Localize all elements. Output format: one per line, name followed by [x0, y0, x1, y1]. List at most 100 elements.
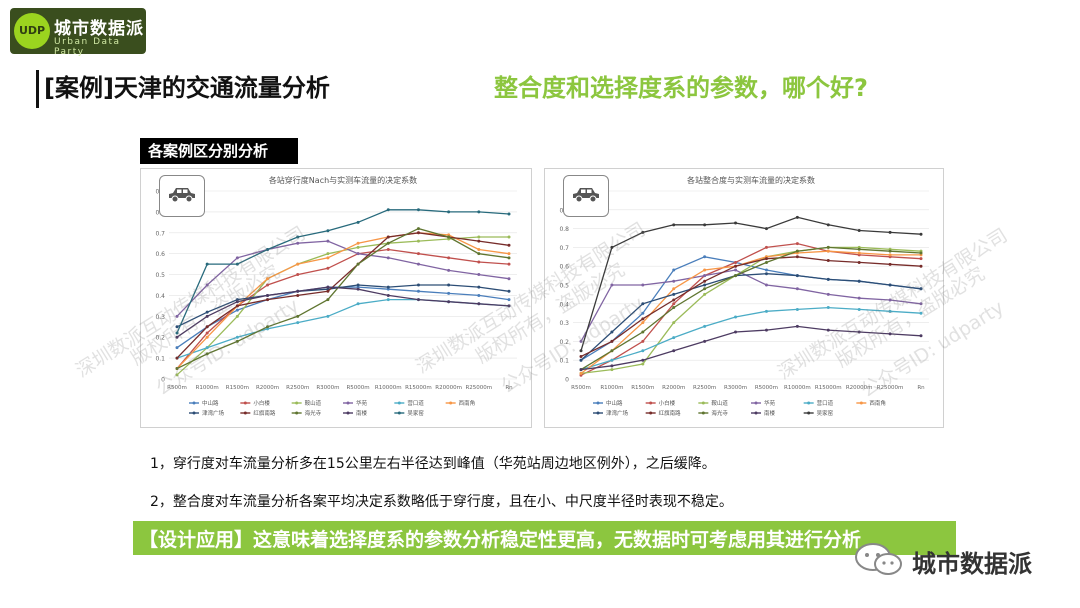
car-icon: [563, 175, 609, 217]
data-point: [507, 243, 511, 247]
data-point: [857, 296, 861, 300]
data-point: [235, 300, 239, 304]
series-line: [176, 227, 510, 370]
data-point: [235, 298, 239, 302]
data-point: [764, 309, 768, 313]
x-tick-label: R1000m: [196, 385, 219, 391]
data-point: [672, 298, 676, 302]
data-point: [416, 252, 420, 256]
legend-label: 鞍山道: [305, 399, 322, 407]
x-tick-label: R2500m: [286, 385, 309, 391]
x-tick-label: R2500m: [693, 385, 716, 391]
data-point: [888, 253, 892, 257]
series-line: [580, 273, 922, 361]
data-point: [919, 232, 923, 236]
data-point: [477, 239, 481, 243]
x-tick-label: R1500m: [226, 385, 249, 391]
data-point: [477, 235, 481, 239]
legend-label: 南楼: [764, 409, 776, 417]
data-point: [672, 268, 676, 272]
slide-question: 整合度和选择度系的参数，哪个好?: [494, 74, 868, 102]
data-point: [703, 287, 707, 291]
data-point: [641, 321, 645, 325]
x-tick-label: R10000m: [375, 385, 402, 391]
brand-subtitle: Urban Data Party: [54, 37, 121, 57]
data-point: [447, 291, 451, 295]
data-point: [795, 274, 799, 278]
data-point: [175, 367, 179, 371]
legend-marker: [859, 401, 863, 405]
data-point: [386, 208, 390, 212]
legend-label: 吴家窑: [817, 409, 834, 417]
data-point: [610, 368, 614, 372]
data-point: [235, 335, 239, 339]
data-point: [477, 293, 481, 297]
data-point: [266, 247, 270, 251]
wechat-account-name: 城市数据派: [912, 550, 1032, 578]
legend-label: 吴家窑: [407, 409, 424, 417]
wechat-icon: [855, 543, 902, 575]
data-point: [641, 302, 645, 306]
data-point: [857, 330, 861, 334]
finding-point-2: 2，整合度对车流量分析各案平均决定系数略低于穿行度，且在小、中尺度半径时表现不稳…: [150, 494, 733, 510]
data-point: [205, 314, 209, 318]
data-point: [888, 332, 892, 336]
data-point: [507, 298, 511, 302]
data-point: [919, 251, 923, 255]
data-point: [386, 287, 390, 291]
data-point: [326, 298, 330, 302]
legend-marker: [596, 401, 600, 405]
legend-label: 小白楼: [659, 399, 676, 407]
data-point: [386, 235, 390, 239]
data-point: [326, 285, 330, 289]
data-point: [888, 283, 892, 287]
data-point: [356, 241, 360, 245]
data-point: [507, 277, 511, 281]
data-point: [326, 252, 330, 256]
legend-marker: [649, 401, 653, 405]
data-point: [888, 249, 892, 253]
data-point: [477, 273, 481, 277]
data-point: [235, 308, 239, 312]
data-point: [857, 260, 861, 264]
data-point: [826, 245, 830, 249]
legend-marker: [295, 411, 299, 415]
data-point: [764, 227, 768, 231]
data-point: [641, 358, 645, 362]
data-point: [205, 283, 209, 287]
data-point: [672, 336, 676, 340]
data-point: [416, 298, 420, 302]
y-tick-label: 0.4: [155, 293, 165, 300]
data-point: [296, 235, 300, 239]
data-point: [235, 256, 239, 260]
series-line: [580, 269, 922, 342]
data-point: [888, 262, 892, 266]
data-point: [919, 287, 923, 291]
y-tick-label: 0.3: [155, 314, 165, 321]
data-point: [235, 304, 239, 308]
data-point: [764, 328, 768, 332]
x-tick-label: R500m: [167, 385, 187, 391]
data-point: [672, 287, 676, 291]
data-point: [734, 274, 738, 278]
data-point: [235, 314, 239, 318]
data-point: [672, 302, 676, 306]
data-point: [266, 283, 270, 287]
data-point: [795, 287, 799, 291]
data-point: [734, 264, 738, 268]
data-point: [672, 321, 676, 325]
series-line: [580, 306, 922, 371]
data-point: [477, 210, 481, 214]
data-point: [175, 314, 179, 318]
data-point: [266, 293, 270, 297]
legend-label: 华苑: [356, 399, 368, 407]
data-point: [795, 307, 799, 311]
data-point: [579, 371, 583, 375]
data-point: [826, 306, 830, 310]
data-point: [672, 306, 676, 310]
data-point: [672, 349, 676, 353]
legend-marker: [295, 401, 299, 405]
legend-label: 鞍山道: [711, 399, 728, 407]
data-point: [919, 334, 923, 338]
data-point: [579, 368, 583, 372]
